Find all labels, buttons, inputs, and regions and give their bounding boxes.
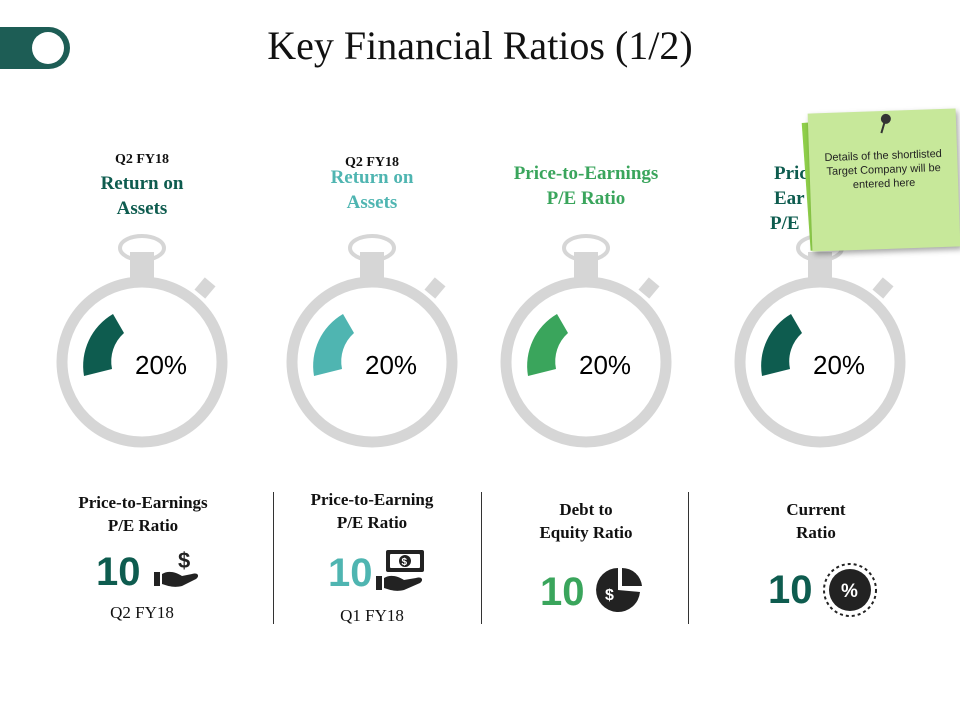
metric-2-title: Price-to-Earning P/E Ratio <box>282 488 462 534</box>
stopwatch-dial <box>734 276 906 448</box>
toggle-knob <box>32 32 64 64</box>
divider <box>481 492 482 624</box>
gauge-2-title: Return on Assets <box>292 165 452 215</box>
gauge-fill-segment <box>313 314 354 376</box>
metric-2-title-line2: P/E Ratio <box>336 513 408 532</box>
gauge-2-title-line2: Assets <box>346 192 398 213</box>
metric-2-value: 10 <box>328 551 373 595</box>
pie-dollar-icon: $ <box>596 567 642 612</box>
toggle-switch[interactable] <box>0 27 70 69</box>
gauge-3-title-line2: P/E Ratio <box>546 188 626 209</box>
sticky-note-text: Details of the shortlisted Target Compan… <box>824 147 943 192</box>
gauge-4-title-line2: Ear <box>774 188 805 209</box>
stopwatch-dial <box>500 276 672 448</box>
stopwatch-dial <box>286 276 458 448</box>
svg-text:$: $ <box>402 557 408 568</box>
metric-1-title: Price-to-Earnings P/E Ratio <box>50 491 236 537</box>
svg-text:%: % <box>841 581 858 602</box>
stopwatch-button <box>872 277 894 299</box>
stopwatch-dial <box>56 276 228 448</box>
metric-3-title-line2: Equity Ratio <box>539 523 633 542</box>
gauge-2-title-line1: Return on <box>330 167 414 188</box>
gauge-fill-segment <box>527 314 568 376</box>
metric-3-value: 10 <box>540 570 585 614</box>
metric-3-title-line1: Debt to <box>559 500 613 519</box>
svg-text:$: $ <box>178 548 190 573</box>
hand-dollar-icon: $ <box>154 548 199 587</box>
stopwatch-button <box>194 277 216 299</box>
metric-1-sublabel: Q2 FY18 <box>110 603 174 622</box>
stopwatch-button <box>638 277 660 299</box>
metric-3-title: Debt to Equity Ratio <box>496 498 676 544</box>
gauge-2-quarter: Q2 FY18 <box>344 155 400 170</box>
metric-2-title-line1: Price-to-Earning <box>310 490 434 509</box>
metric-4-title-line2: Ratio <box>796 523 836 542</box>
metric-4-title-line1: Current <box>786 500 846 519</box>
gauge-3-percent: 20% <box>579 350 631 380</box>
gauge-1-percent: 20% <box>135 350 187 380</box>
gauge-4-title-line1: Pric <box>774 163 808 184</box>
stopwatch-gauge-3: 20% <box>500 234 672 448</box>
gauge-3-title: Price-to-Earnings P/E Ratio <box>486 161 686 211</box>
stopwatch-gauge-4: 20% <box>734 234 906 448</box>
metric-2-sublabel: Q1 FY18 <box>340 606 404 625</box>
metric-1-value: 10 <box>96 550 141 594</box>
gauge-3-title-line1: Price-to-Earnings <box>513 163 659 184</box>
metric-1-title-line1: Price-to-Earnings <box>78 493 208 512</box>
gauge-1-title-line1: Return on <box>100 173 184 194</box>
gauge-fill-segment <box>83 314 124 376</box>
metric-4-value: 10 <box>768 568 813 612</box>
gauge-4-title-line3: P/E <box>770 213 800 234</box>
svg-text:$: $ <box>605 587 614 604</box>
stopwatch-gauge-2: 20% <box>286 234 458 448</box>
sticky-note: Details of the shortlisted Target Compan… <box>807 108 960 252</box>
hand-banknote-icon: $ <box>376 550 424 591</box>
gauge-4-percent: 20% <box>813 350 865 380</box>
percent-badge-icon: % <box>823 563 877 617</box>
gauge-1-title: Return on Assets <box>62 171 222 221</box>
divider <box>273 492 274 624</box>
gauge-fill-segment <box>761 314 802 376</box>
stopwatch-gauge-1: 20% <box>56 234 228 448</box>
metric-4-title: Current Ratio <box>726 498 906 544</box>
gauge-1-quarter: Q2 FY18 <box>114 152 170 167</box>
stopwatch-button <box>424 277 446 299</box>
divider <box>688 492 689 624</box>
gauge-4-title: Pric Ear P/E <box>770 161 850 236</box>
gauge-1-title-line2: Assets <box>116 198 168 219</box>
gauge-2-percent: 20% <box>365 350 417 380</box>
metric-1-title-line2: P/E Ratio <box>107 516 179 535</box>
pushpin-icon <box>880 113 891 134</box>
page-title: Key Financial Ratios (1/2) <box>267 23 693 68</box>
